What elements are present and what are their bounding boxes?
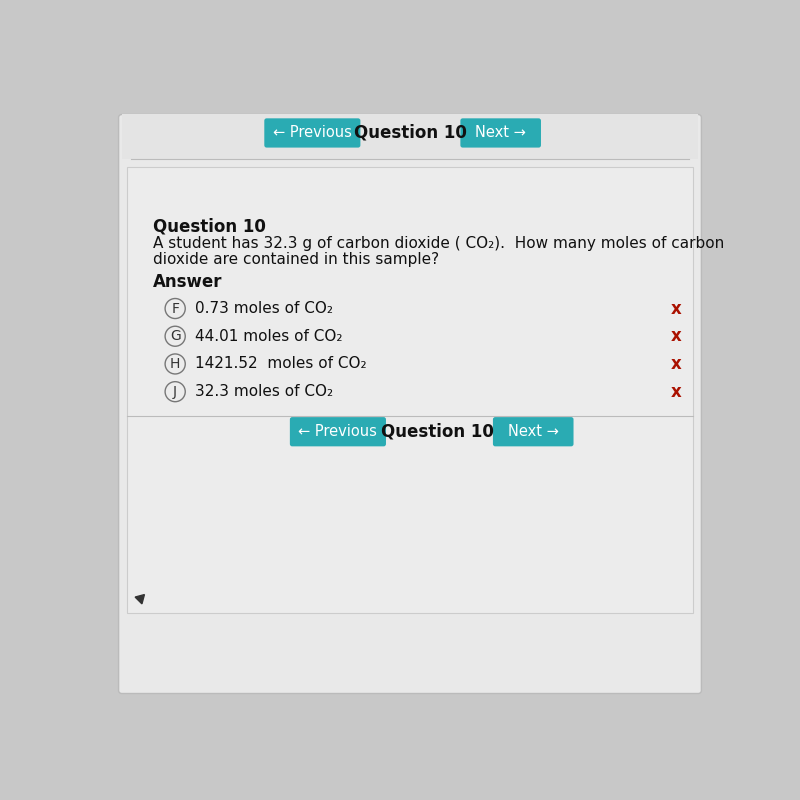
FancyBboxPatch shape xyxy=(493,417,574,446)
Text: 32.3 moles of CO₂: 32.3 moles of CO₂ xyxy=(194,384,333,399)
Text: x: x xyxy=(670,355,682,373)
Text: F: F xyxy=(171,302,179,315)
Text: 0.73 moles of CO₂: 0.73 moles of CO₂ xyxy=(194,301,333,316)
FancyBboxPatch shape xyxy=(127,167,693,614)
FancyBboxPatch shape xyxy=(122,114,698,159)
Text: ← Previous: ← Previous xyxy=(298,424,378,439)
Text: 44.01 moles of CO₂: 44.01 moles of CO₂ xyxy=(194,329,342,344)
Text: A student has 32.3 g of carbon dioxide ( CO₂).  How many moles of carbon: A student has 32.3 g of carbon dioxide (… xyxy=(153,236,724,251)
Text: dioxide are contained in this sample?: dioxide are contained in this sample? xyxy=(153,252,439,266)
Text: J: J xyxy=(173,385,177,398)
Text: H: H xyxy=(170,357,180,371)
Text: G: G xyxy=(170,330,181,343)
Text: Answer: Answer xyxy=(153,274,222,291)
Text: 1421.52  moles of CO₂: 1421.52 moles of CO₂ xyxy=(194,357,366,371)
FancyBboxPatch shape xyxy=(264,118,361,147)
Text: ← Previous: ← Previous xyxy=(273,126,352,141)
FancyBboxPatch shape xyxy=(290,417,386,446)
Text: x: x xyxy=(670,299,682,318)
FancyBboxPatch shape xyxy=(460,118,541,147)
FancyBboxPatch shape xyxy=(118,114,702,694)
Text: Next →: Next → xyxy=(475,126,526,141)
Text: Question 10: Question 10 xyxy=(381,422,494,441)
Text: Next →: Next → xyxy=(508,424,558,439)
Text: x: x xyxy=(670,382,682,401)
Text: Question 10: Question 10 xyxy=(354,124,466,142)
Text: Question 10: Question 10 xyxy=(153,218,266,236)
Text: x: x xyxy=(670,327,682,346)
